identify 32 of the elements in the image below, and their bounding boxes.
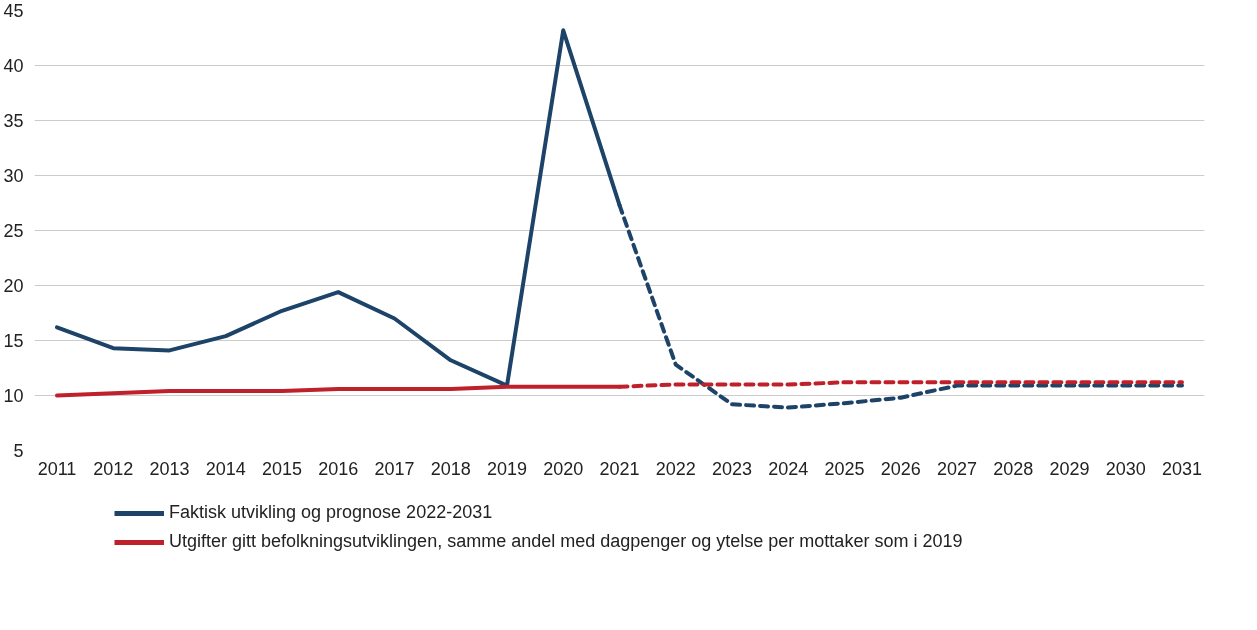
y-tick-label: 10 (3, 386, 24, 406)
y-tick-label: 20 (3, 276, 24, 296)
x-tick-label: 2011 (37, 458, 77, 479)
y-tick-label: 30 (3, 166, 24, 186)
y-tick-label: 45 (3, 1, 24, 21)
x-tick-label: 2026 (880, 458, 921, 479)
legend-label: Utgifter gitt befolkningsutviklingen, samme andel med dagpenger og ytelse per mottaker som i 2019 (169, 531, 963, 552)
x-tick-label: 2025 (824, 458, 865, 479)
x-tick-label: 2017 (374, 458, 415, 479)
legend-label: Faktisk utvikling og prognose 2022-2031 (169, 502, 493, 523)
x-tick-label: 2016 (318, 458, 359, 479)
x-tick-label: 2023 (711, 458, 753, 479)
x-tick-label: 2018 (430, 458, 471, 479)
y-tick-label: 40 (3, 56, 24, 76)
x-tick-label: 2024 (768, 458, 809, 479)
y-tick-label: 25 (3, 221, 24, 241)
x-tick-label: 2013 (149, 458, 190, 479)
y-tick-label: 35 (3, 111, 24, 131)
x-tick-label: 2028 (993, 458, 1034, 479)
y-tick-label: 5 (13, 441, 24, 461)
x-tick-label: 2019 (486, 458, 528, 479)
x-tick-label: 2012 (93, 458, 134, 479)
x-tick-label: 2021 (599, 458, 640, 479)
x-tick-label: 2031 (1161, 458, 1203, 479)
x-tick-label: 2015 (261, 458, 303, 479)
x-tick-label: 2027 (936, 458, 978, 479)
x-tick-label: 2014 (205, 458, 246, 479)
x-tick-label: 2020 (543, 458, 584, 479)
x-tick-label: 2022 (655, 458, 696, 479)
y-tick-label: 15 (3, 331, 24, 351)
x-tick-label: 2030 (1105, 458, 1146, 479)
x-tick-label: 2029 (1049, 458, 1090, 479)
